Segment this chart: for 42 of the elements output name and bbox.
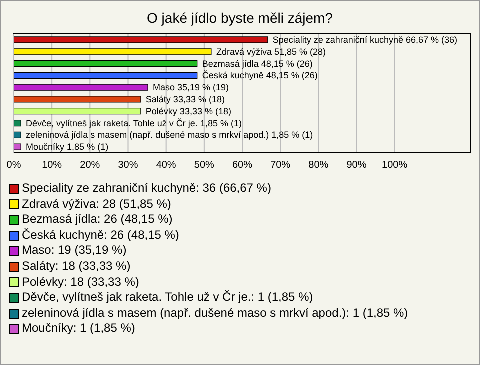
- x-tick-label: 60%: [232, 160, 253, 172]
- text: Moučníky: 1 (1,85 %): [22, 321, 136, 337]
- data-label: Bezmasá jídla 48,15 % (26): [202, 58, 313, 69]
- x-tick-label: 20%: [80, 160, 100, 172]
- x-tick-label: 30%: [118, 160, 138, 172]
- data-label: Maso 35,19 % (19): [153, 82, 230, 93]
- data-label: Polévky 33,33 % (18): [146, 106, 232, 116]
- text: Česká kuchyně: 26 (48,15 %): [22, 228, 180, 244]
- text: Saláty: 18 (33,33 %): [22, 258, 131, 275]
- bar: [14, 144, 22, 150]
- text: zeleninová jídla s masem (např. dušené maso s mrkví apod.): 1 (1,85 %): [22, 306, 408, 322]
- data-label: Česká kuchyně 48,15 % (26): [202, 70, 318, 81]
- x-tick-label: 80%: [308, 160, 329, 172]
- data-label: Saláty 33,33 % (18): [146, 94, 225, 104]
- x-tick-label: 90%: [346, 160, 367, 172]
- x-tick-label: 70%: [270, 160, 291, 172]
- text: Děvče, vylítneš jak raketa. Tohle už v Čr je.: 1 (1,85 %): [22, 290, 314, 306]
- bar: [14, 132, 22, 138]
- text: Bezmasá jídla: 26 (48,15 %): [22, 212, 173, 228]
- data-label: Zdravá výživa 51,85 % (28): [216, 46, 326, 57]
- chart-title: O jaké jídlo byste měli zájem?: [146, 10, 334, 26]
- data-label: zeleninová jídla s masem (např. dušené maso s mrkví apod.) 1,85 % (1): [26, 130, 314, 140]
- bar: [14, 84, 148, 91]
- bar: [14, 60, 198, 68]
- bar: [14, 96, 142, 103]
- bar: [14, 48, 212, 56]
- bar: [14, 72, 198, 79]
- x-tick-label: 40%: [156, 160, 176, 172]
- bar: [14, 36, 268, 44]
- data-label: Moučníky 1,85 % (1): [26, 142, 109, 152]
- text: Speciality ze zahraniční kuchyně: 36 (66,67 %): [22, 181, 272, 197]
- text: Polévky: 18 (33,33 %): [22, 274, 140, 290]
- data-label: Děvče, vylítneš jak raketa. Tohle už v Čr je. 1,85 % (1): [26, 118, 242, 128]
- text: Zdravá výživa: 28 (51,85 %): [22, 196, 172, 212]
- x-tick-label: 50%: [194, 160, 215, 172]
- data-label: Speciality ze zahraniční kuchyně 66,67 % (36): [272, 34, 458, 45]
- x-tick-label: 0%: [6, 160, 22, 172]
- bar: [14, 120, 22, 127]
- text: Maso: 19 (35,19 %): [22, 243, 127, 259]
- x-tick-label: 100%: [382, 160, 408, 172]
- bar: [14, 108, 142, 115]
- x-tick-label: 10%: [42, 160, 62, 172]
